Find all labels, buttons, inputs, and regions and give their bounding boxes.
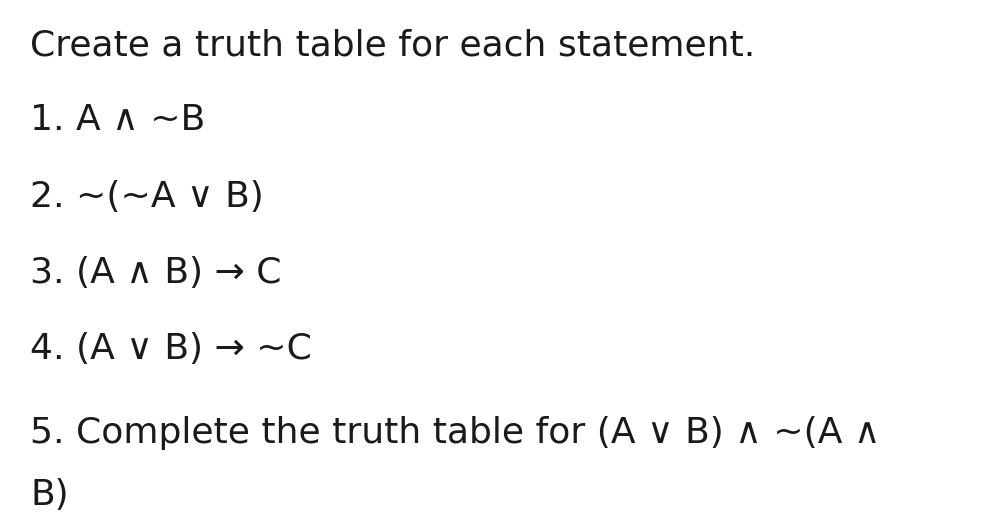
Text: Create a truth table for each statement.: Create a truth table for each statement. — [30, 28, 755, 62]
Text: 3. (A ∧ B) → C: 3. (A ∧ B) → C — [30, 256, 282, 290]
Text: B): B) — [30, 478, 69, 512]
Text: 1. A ∧ ~B: 1. A ∧ ~B — [30, 103, 205, 137]
Text: 5. Complete the truth table for (A ∨ B) ∧ ~(A ∧: 5. Complete the truth table for (A ∨ B) … — [30, 416, 880, 450]
Text: 4. (A ∨ B) → ~C: 4. (A ∨ B) → ~C — [30, 332, 312, 366]
Text: 2. ~(~A ∨ B): 2. ~(~A ∨ B) — [30, 180, 264, 214]
